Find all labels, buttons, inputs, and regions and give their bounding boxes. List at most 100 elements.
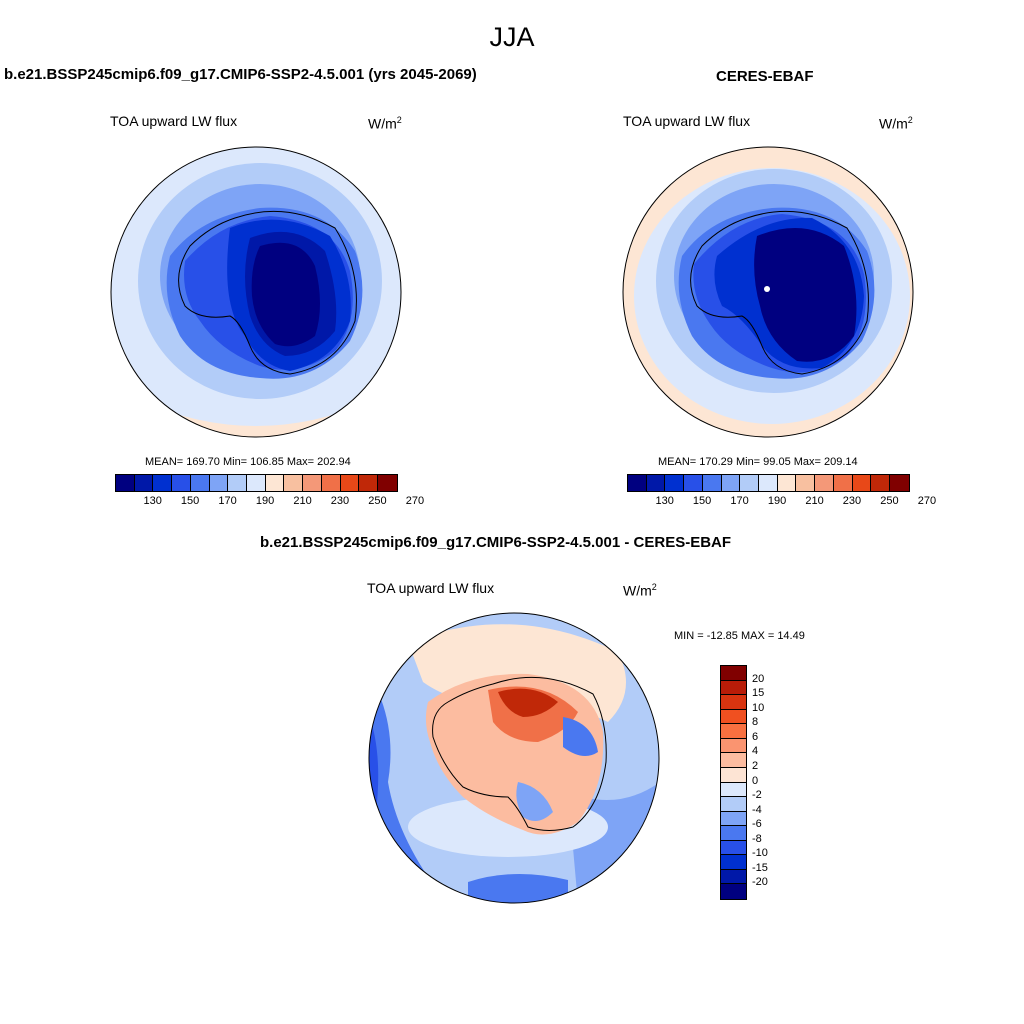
colorbar-swatch [721, 797, 746, 812]
figure-title: JJA [489, 22, 535, 52]
colorbar-swatch [265, 475, 285, 491]
colorbar-swatch [815, 475, 834, 491]
colorbar-tick-label: 190 [767, 495, 787, 507]
colorbar-tick-label: 130 [143, 495, 162, 507]
colorbar-tick-label: 15 [752, 687, 765, 700]
colorbar-swatch [684, 475, 703, 491]
colorbar-tick-label: 6 [752, 730, 759, 743]
colorbar-swatch [871, 475, 891, 491]
diff-variable-label: TOA upward LW flux [367, 580, 495, 596]
colorbar-swatch [116, 475, 135, 491]
diff-map-shelf-cool-patch [516, 782, 553, 821]
colorbar-swatch [721, 738, 746, 754]
obs-map-coastline [690, 210, 869, 375]
colorbar-swatch [702, 475, 722, 491]
colorbar-swatch [890, 475, 909, 491]
colorbar-tick-label: 170 [730, 495, 749, 507]
colorbar-swatch [721, 782, 746, 798]
colorbar-swatch [134, 475, 154, 491]
colorbar-swatch [852, 475, 872, 491]
colorbar-swatch [359, 475, 379, 491]
colorbar-swatch [172, 475, 191, 491]
diff-map-coastline [432, 676, 607, 831]
colorbar-swatch [721, 680, 746, 696]
colorbar-swatch [340, 475, 360, 491]
model-stats: MEAN= 169.70 Min= 106.85 Max= 202.94 [145, 456, 351, 468]
colorbar-tick-label: 230 [842, 495, 862, 507]
colorbar-swatch [721, 884, 746, 899]
colorbar-tick-label: 210 [293, 495, 312, 507]
colorbar-swatch [833, 475, 853, 491]
colorbar-tick-label: 250 [880, 495, 899, 507]
colorbar-tick-label: 0 [752, 774, 759, 787]
colorbar-tick-label: 4 [752, 745, 759, 758]
colorbar-swatch [721, 855, 746, 870]
colorbar-swatch [247, 475, 266, 491]
colorbar-swatch [190, 475, 210, 491]
model-colorbar-labels: 130 150 170 190 210 230 250 270 [115, 495, 424, 509]
colorbar-swatch [284, 475, 304, 491]
diff-panel-title: b.e21.BSSP245cmip6.f09_g17.CMIP6-SSP2-4.… [260, 534, 732, 551]
obs-variable-label: TOA upward LW flux [623, 113, 751, 129]
colorbar-swatch [721, 869, 746, 885]
colorbar-swatch [721, 811, 746, 827]
diff-map-south-cool [468, 873, 568, 903]
colorbar-tick-label: 8 [752, 716, 759, 729]
colorbar-tick-label: 210 [805, 495, 824, 507]
colorbar-tick-label: 270 [405, 495, 425, 507]
obs-polar-map [622, 146, 914, 438]
obs-map-band-110 [754, 228, 857, 362]
colorbar-swatch [721, 767, 746, 783]
colorbar-tick-label: 190 [255, 495, 275, 507]
colorbar-swatch [759, 475, 778, 491]
colorbar-tick-label: -8 [752, 832, 762, 845]
colorbar-swatch [740, 475, 760, 491]
model-variable-label: TOA upward LW flux [110, 113, 238, 129]
colorbar-tick-label: -6 [752, 818, 762, 831]
diff-colorbar [720, 665, 747, 900]
colorbar-swatch [228, 475, 248, 491]
model-colorbar [115, 474, 398, 492]
diff-units-label: W/m2 [623, 582, 657, 599]
colorbar-tick-label: 10 [752, 701, 765, 714]
colorbar-swatch [646, 475, 666, 491]
colorbar-swatch [209, 475, 229, 491]
diff-map-continent-hottest [498, 688, 558, 717]
diff-colorbar-labels: 20 15 10 8 6 4 2 0 -2 -4 -6 -8 -10 -15 -20 [752, 665, 792, 898]
colorbar-swatch [721, 666, 746, 681]
colorbar-swatch [303, 475, 322, 491]
colorbar-tick-label: 150 [692, 495, 712, 507]
colorbar-tick-label: -10 [752, 847, 768, 860]
diff-stats: MIN = -12.85 MAX = 14.49 [674, 630, 805, 642]
colorbar-tick-label: 2 [752, 759, 759, 772]
colorbar-swatch [721, 475, 741, 491]
colorbar-swatch [721, 753, 746, 768]
colorbar-swatch [721, 709, 746, 725]
diff-map-border [368, 612, 660, 904]
obs-colorbar [627, 474, 910, 492]
diff-map-interior-cool-patch [563, 717, 598, 756]
colorbar-tick-label: 170 [218, 495, 237, 507]
colorbar-tick-label: -4 [752, 803, 762, 816]
colorbar-tick-label: 130 [655, 495, 674, 507]
obs-panel-title: CERES-EBAF [716, 68, 814, 85]
obs-units-label: W/m2 [879, 115, 913, 132]
colorbar-swatch [721, 695, 746, 710]
model-polar-map [110, 146, 402, 438]
model-panel-title: b.e21.BSSP245cmip6.f09_g17.CMIP6-SSP2-4.… [4, 66, 477, 83]
colorbar-swatch [721, 826, 746, 841]
colorbar-tick-label: 270 [917, 495, 937, 507]
colorbar-tick-label: -2 [752, 789, 762, 802]
obs-map-border [622, 146, 914, 438]
colorbar-tick-label: 20 [752, 672, 765, 685]
model-units-label: W/m2 [368, 115, 402, 132]
colorbar-tick-label: 150 [180, 495, 200, 507]
colorbar-tick-label: -20 [752, 876, 768, 889]
obs-colorbar-labels: 130 150 170 190 210 230 250 270 [627, 495, 936, 509]
colorbar-swatch [321, 475, 341, 491]
colorbar-tick-label: 250 [368, 495, 387, 507]
colorbar-swatch [153, 475, 173, 491]
colorbar-swatch [721, 724, 746, 739]
colorbar-tick-label: 230 [330, 495, 350, 507]
colorbar-swatch [665, 475, 685, 491]
